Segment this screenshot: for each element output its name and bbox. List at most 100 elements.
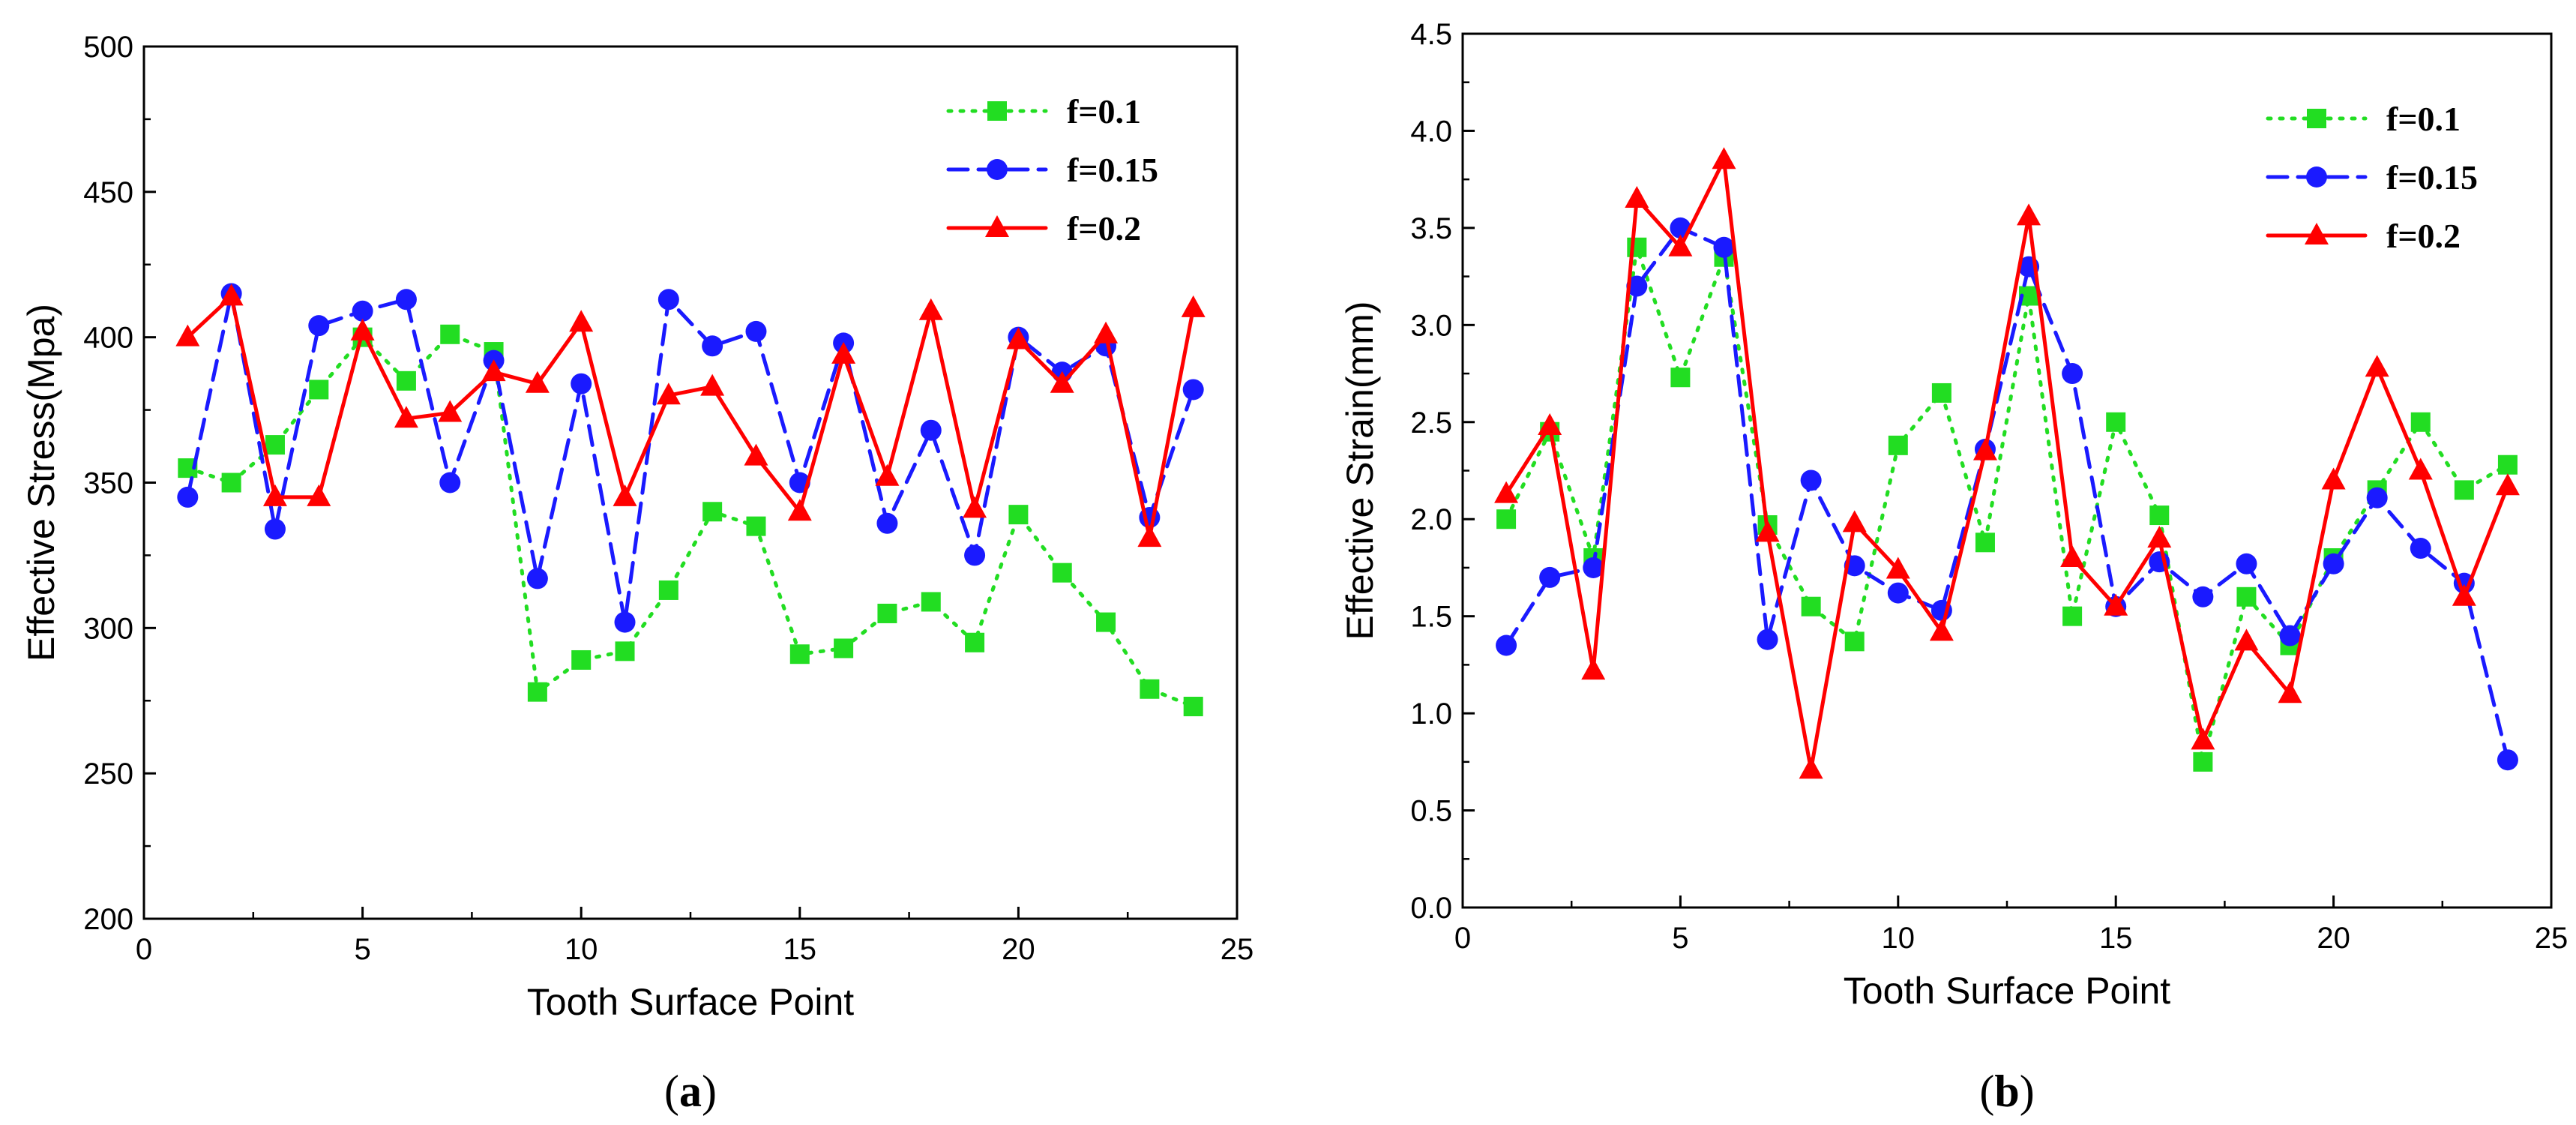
- panel-a-x-axis-title: Tooth Surface Point: [527, 981, 854, 1023]
- panel-b-series-3-point: [1755, 520, 1780, 542]
- panel-b-x-axis-title: Tooth Surface Point: [1844, 970, 2170, 1012]
- panel-a-x-tick-label: 5: [354, 933, 370, 966]
- panel-a-legend-marker-1: [987, 101, 1007, 121]
- panel-b-series-1-point: [1931, 382, 1951, 403]
- panel-a-series-3-point: [525, 370, 550, 393]
- panel-a-series-line-3: [185, 294, 1196, 540]
- panel-b-y-tick-label: 3.5: [1410, 212, 1452, 245]
- panel-b-series-3-point: [2321, 467, 2346, 490]
- panel-b-y-tick-label: 3.0: [1410, 309, 1452, 342]
- panel-a-series-2-point: [571, 373, 592, 394]
- panel-a-series-3-point: [613, 484, 637, 506]
- panel-b-legend-label-1: f=0.1: [2386, 100, 2461, 138]
- panel-b-series-2-point: [1583, 556, 1604, 578]
- panel-b-series-2-point: [1713, 236, 1735, 258]
- panel-b-series-3-point: [1712, 147, 1736, 170]
- panel-a-series-3-point: [262, 484, 287, 506]
- panel-a-series-1-point: [1096, 612, 1116, 632]
- panel-a-panel-caption: (a): [664, 1066, 717, 1116]
- panel-b-series-3-point: [1799, 757, 1823, 779]
- panel-a-series-3-point: [1050, 370, 1074, 393]
- panel-a-series-1-point: [396, 370, 416, 391]
- panel-b-series-3-point: [1538, 412, 1562, 435]
- panel-a-series-3-point: [875, 464, 900, 486]
- panel-a-series-3-point: [918, 298, 943, 320]
- panel-b-series-2-point: [2062, 363, 2083, 385]
- panel-b-series-3-point: [2278, 681, 2302, 704]
- panel-a-series-2-point: [352, 300, 373, 322]
- panel-b-series-2-point: [1887, 582, 1909, 604]
- panel-b-legend-marker-1: [2307, 109, 2326, 128]
- panel-a-series-3-point: [787, 499, 812, 521]
- panel-a-x-tick-label: 25: [1221, 933, 1254, 966]
- panel-a-series-3-point: [744, 443, 768, 466]
- panel-a-series-1-point: [789, 644, 810, 664]
- panel-b-series-2-point: [1626, 275, 1648, 297]
- panel-a-series-1-point: [834, 638, 854, 658]
- panel-b-series-3-point: [2104, 593, 2128, 616]
- panel-a-series-1-point: [877, 603, 897, 623]
- panel-b-series-1-point: [2454, 480, 2474, 500]
- panel-a-series-1-point: [1008, 505, 1029, 525]
- panel-a-legend-label-2: f=0.15: [1067, 151, 1158, 189]
- panel-b-series-line-3: [1504, 158, 2510, 772]
- panel-a-series-1-point: [1052, 562, 1072, 583]
- panel-a-series-3-point: [481, 359, 506, 382]
- panel-b-y-tick-label: 1.0: [1410, 698, 1452, 730]
- panel-b-x-tick-label: 20: [2317, 922, 2350, 955]
- panel-b-series-3-point: [1581, 658, 1606, 680]
- panel-a-y-tick-label: 400: [83, 322, 133, 355]
- panel-b-panel-caption: (b): [1979, 1066, 2034, 1116]
- panel-b-series-3-point: [2060, 545, 2085, 567]
- panel-a-y-tick-label: 500: [83, 31, 133, 64]
- panel-a-series-2-point: [702, 335, 723, 357]
- panel-b-series-1-point: [2410, 412, 2431, 432]
- panel-b-series-1-point: [2236, 586, 2257, 607]
- panel-b-series-2-point: [2323, 553, 2344, 574]
- panel-a-y-tick-label: 200: [83, 903, 133, 936]
- panel-a-series-2-point: [964, 544, 986, 566]
- panel-a-series-3-point: [1006, 327, 1031, 350]
- panel-a-series-3-point: [307, 484, 331, 506]
- panel-b-legend-label-2: f=0.15: [2386, 158, 2478, 196]
- panel-b-series-3-point: [1494, 481, 1519, 503]
- panel-b-y-tick-label: 1.5: [1410, 601, 1452, 634]
- panel-a-legend-label-3: f=0.2: [1067, 209, 1141, 248]
- panel-a-series-1-point: [571, 650, 592, 670]
- panel-b-series-2-point: [2497, 749, 2518, 771]
- panel-b-series-2-point: [2366, 487, 2388, 508]
- panel-a-series-1-point: [265, 435, 285, 455]
- panel-b-series-line-1: [1504, 245, 2510, 764]
- panel-a-series-3-point: [656, 382, 681, 405]
- panel-b-legend-marker-2: [2306, 166, 2327, 188]
- panel-b-series-1-point: [2062, 606, 2083, 626]
- panel-b-series-1-point: [1975, 532, 1995, 553]
- panel-a-series-2-point: [876, 512, 898, 534]
- panel-b-series-1-point: [1496, 509, 1517, 530]
- panel-a-series-2-point: [395, 289, 417, 310]
- panel-a-series-3-point: [569, 310, 594, 332]
- panel-a-series-1-point: [1183, 697, 1203, 717]
- panel-b-series-3-point: [1929, 619, 1954, 641]
- panel-b-series-line-2: [1504, 226, 2510, 762]
- panel-a-series-1-point: [702, 502, 723, 522]
- panel-b-series-1-point: [1844, 632, 1865, 652]
- panel-a-series-2-point: [526, 568, 548, 590]
- panel-b-legend-label-3: f=0.2: [2386, 217, 2461, 255]
- panel-b-x-tick-label: 5: [1672, 922, 1688, 955]
- panel-a-series-1-point: [746, 516, 766, 536]
- panel-b-series-2-point: [2192, 586, 2214, 608]
- panel-b-x-tick-label: 15: [2099, 922, 2133, 955]
- panel-b-y-tick-label: 4.5: [1410, 18, 1452, 51]
- panel-b-series-2-point: [1757, 628, 1778, 650]
- panel-b-series-2-point: [2410, 538, 2431, 560]
- panel-b-series-3-point: [2017, 203, 2041, 226]
- panel-b-series-1-point: [1670, 368, 1691, 388]
- panel-b-series-3-point: [2408, 458, 2433, 480]
- panel-b-y-tick-label: 2.5: [1410, 406, 1452, 440]
- panel-a-series-2-point: [1182, 379, 1204, 400]
- panel-a-series-1-point: [221, 472, 241, 493]
- panel-b-series-1-point: [2106, 412, 2126, 432]
- panel-a-series-3-point: [219, 284, 244, 306]
